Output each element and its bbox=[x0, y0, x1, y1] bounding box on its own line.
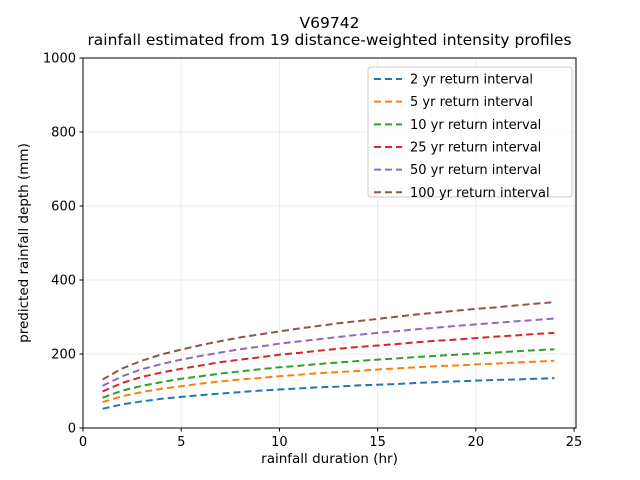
chart-title-line1: V69742 bbox=[299, 14, 360, 32]
x-tick-label: 25 bbox=[566, 435, 583, 450]
x-tick-label: 10 bbox=[271, 435, 288, 450]
series-line bbox=[102, 331, 555, 393]
legend-box bbox=[367, 66, 573, 198]
x-axis-label: rainfall duration (hr) bbox=[261, 451, 398, 467]
legend-item-label: 100 yr return interval bbox=[410, 186, 550, 201]
series-line bbox=[102, 348, 555, 399]
x-tick-label: 15 bbox=[369, 435, 386, 450]
x-tick-label: 20 bbox=[468, 435, 485, 450]
y-tick-label: 400 bbox=[51, 274, 76, 289]
y-tick-label: 600 bbox=[51, 200, 76, 215]
y-tick-label: 1000 bbox=[43, 52, 76, 67]
chart-title-line2: rainfall estimated from 19 distance-weig… bbox=[87, 30, 572, 49]
series-line bbox=[102, 377, 555, 410]
x-tick-label: 5 bbox=[177, 435, 185, 450]
series-line bbox=[102, 301, 555, 381]
legend-item-label: 2 yr return interval bbox=[410, 73, 533, 88]
legend-item-label: 50 yr return interval bbox=[410, 163, 541, 178]
y-tick-label: 0 bbox=[68, 422, 76, 437]
legend-item-label: 5 yr return interval bbox=[410, 95, 533, 110]
legend-item-label: 10 yr return interval bbox=[410, 118, 541, 133]
x-tick-label: 0 bbox=[79, 435, 87, 450]
plot-border bbox=[82, 57, 577, 429]
y-tick-label: 800 bbox=[51, 126, 76, 141]
y-axis-label: predicted rainfall depth (mm) bbox=[16, 143, 32, 343]
legend-item-label: 25 yr return interval bbox=[410, 140, 541, 155]
series-line bbox=[102, 359, 555, 404]
chart-title: V69742 rainfall estimated from 19 distan… bbox=[83, 15, 576, 48]
series-line bbox=[102, 317, 555, 387]
y-tick-label: 200 bbox=[51, 348, 76, 363]
